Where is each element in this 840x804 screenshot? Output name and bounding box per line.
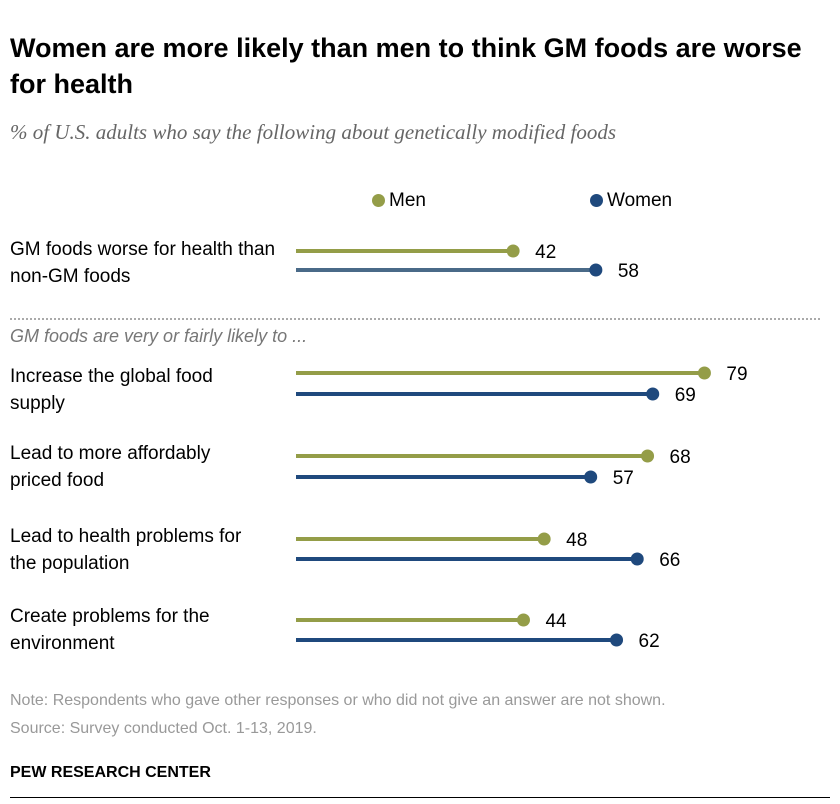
men-dot xyxy=(697,366,711,380)
women-value-label: 62 xyxy=(639,631,660,652)
category-label: Lead to more affordably priced food xyxy=(10,443,211,491)
category-label: Create problems for the environment xyxy=(10,606,210,654)
women-value-label: 57 xyxy=(613,468,634,489)
source: Source: Survey conducted Oct. 1-13, 2019… xyxy=(10,720,317,737)
women-value-label: 69 xyxy=(675,385,696,406)
women-dot xyxy=(584,470,598,484)
men-dot xyxy=(641,449,655,463)
divider xyxy=(10,318,820,320)
category-label: GM foods worse for health than non-GM fo… xyxy=(10,239,276,287)
bottom-rule xyxy=(10,797,830,798)
women-value-label: 66 xyxy=(659,550,680,571)
women-dot xyxy=(610,633,624,647)
women-value-label: 58 xyxy=(618,261,639,282)
legend-men-label: Men xyxy=(389,190,426,211)
men-value-label: 48 xyxy=(566,530,587,551)
men-dot xyxy=(516,613,530,627)
legend-women-marker xyxy=(590,194,603,207)
men-dot xyxy=(506,244,520,258)
men-value-label: 68 xyxy=(670,447,691,468)
chart-title: Women are more likely than men to think … xyxy=(10,33,802,99)
women-dot xyxy=(589,263,603,277)
category-label: Increase the global food supply xyxy=(10,366,213,414)
brand: PEW RESEARCH CENTER xyxy=(10,764,211,781)
women-dot xyxy=(630,552,644,566)
section-label: GM foods are very or fairly likely to ..… xyxy=(10,326,308,346)
legend-women-label: Women xyxy=(607,190,673,211)
men-dot xyxy=(537,532,551,546)
note: Note: Respondents who gave other respons… xyxy=(10,692,666,709)
legend-men-marker xyxy=(372,194,385,207)
legend-men: Men xyxy=(372,190,426,212)
legend-women: Women xyxy=(590,190,672,212)
men-value-label: 42 xyxy=(535,242,556,263)
men-value-label: 44 xyxy=(545,611,567,632)
category-label: Lead to health problems for the populati… xyxy=(10,526,242,574)
men-value-label: 79 xyxy=(726,364,747,385)
chart-subtitle: % of U.S. adults who say the following a… xyxy=(10,120,617,144)
women-dot xyxy=(646,387,660,401)
